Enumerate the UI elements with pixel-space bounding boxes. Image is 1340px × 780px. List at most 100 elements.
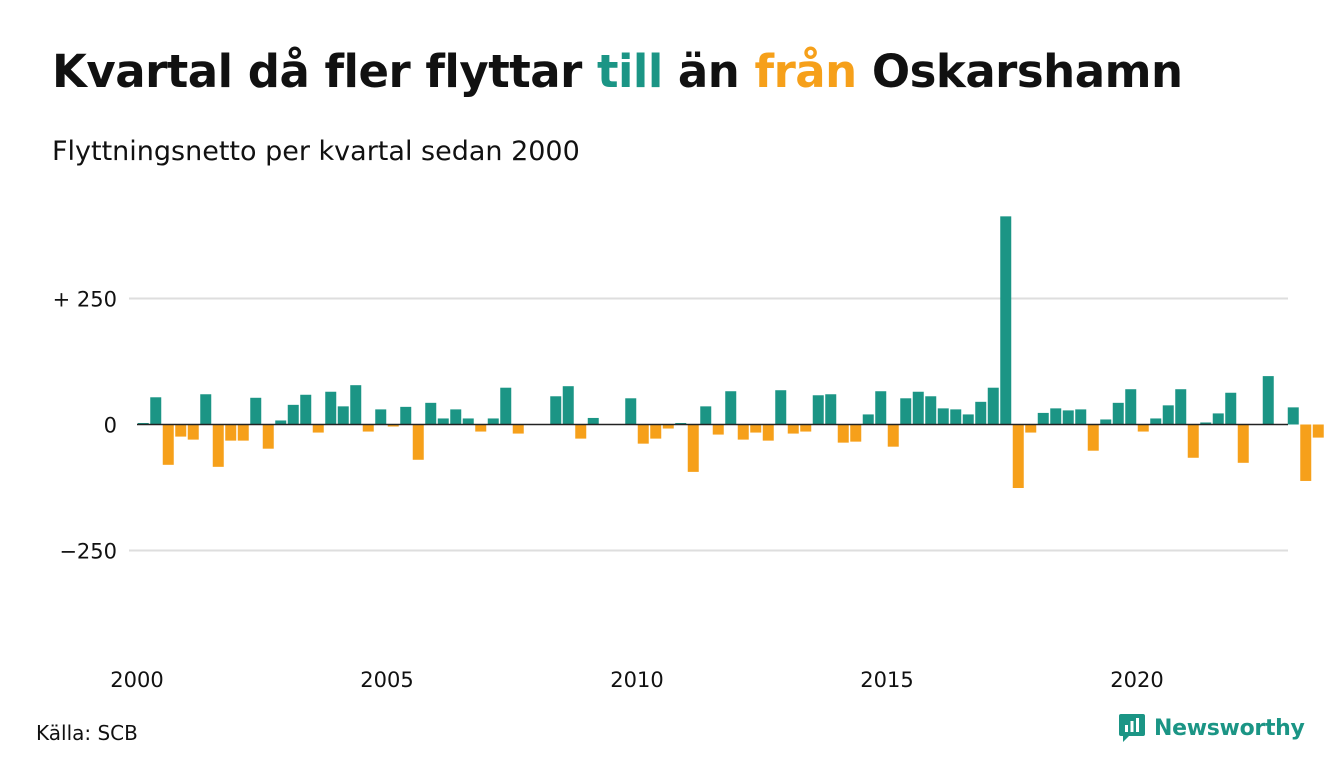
bar xyxy=(625,398,637,425)
bar xyxy=(375,409,387,425)
newsworthy-logo-icon xyxy=(1119,714,1145,742)
grid-lines xyxy=(129,297,1288,552)
bar xyxy=(775,390,787,425)
bar xyxy=(1025,424,1037,433)
bar xyxy=(1312,424,1324,438)
bar xyxy=(737,424,749,440)
axes: + 250 0 −250 2000 2005 2010 2015 2020 xyxy=(53,288,1288,692)
bar xyxy=(650,424,662,439)
bar xyxy=(200,394,212,425)
x-tick-label: 2015 xyxy=(860,668,913,692)
bar xyxy=(875,391,887,425)
bar xyxy=(325,391,337,425)
bar xyxy=(462,418,474,425)
bar xyxy=(1137,424,1149,432)
title-part-3: Oskarshamn xyxy=(856,45,1183,98)
y-tick-label: + 250 xyxy=(53,288,117,312)
bar xyxy=(500,387,512,425)
x-tick-label: 2020 xyxy=(1110,668,1163,692)
bar xyxy=(900,398,912,425)
bar xyxy=(837,424,849,443)
bar xyxy=(925,396,937,425)
bar xyxy=(475,424,487,432)
bar xyxy=(1050,408,1062,425)
bar xyxy=(312,424,324,433)
bar xyxy=(825,394,837,425)
bar xyxy=(1112,402,1124,425)
bar xyxy=(225,424,237,441)
bar xyxy=(1012,424,1024,489)
bar xyxy=(712,424,724,435)
bar xyxy=(237,424,249,441)
bar xyxy=(137,422,149,425)
bars xyxy=(137,216,1324,489)
bar xyxy=(1075,409,1087,425)
chart-title: Kvartal då fler flyttar till än från Osk… xyxy=(52,42,1183,102)
bar xyxy=(162,424,174,465)
bar xyxy=(1175,389,1187,425)
bar xyxy=(275,420,287,425)
bar xyxy=(437,418,449,425)
bar xyxy=(1037,412,1049,425)
bar xyxy=(1262,376,1274,425)
bar xyxy=(562,386,574,425)
chart-subtitle: Flyttningsnetto per kvartal sedan 2000 xyxy=(52,136,580,167)
source-note: Källa: SCB xyxy=(36,721,138,745)
bar xyxy=(150,397,162,425)
bar xyxy=(412,424,424,460)
bar xyxy=(187,424,199,440)
bar xyxy=(1300,424,1312,481)
bar xyxy=(250,397,262,425)
bar xyxy=(487,418,499,425)
bar xyxy=(300,394,312,425)
title-highlight-out: från xyxy=(754,45,858,98)
bar xyxy=(962,414,974,425)
bar xyxy=(887,424,899,447)
bar xyxy=(1150,418,1162,425)
title-part-2: än xyxy=(662,45,755,98)
bar xyxy=(337,406,349,425)
bar xyxy=(350,385,362,425)
x-tick-label: 2000 xyxy=(110,668,163,692)
bar xyxy=(975,401,987,425)
bar xyxy=(175,424,187,437)
bar xyxy=(512,424,524,434)
bar xyxy=(1212,413,1224,425)
bar xyxy=(800,424,812,432)
bar xyxy=(750,424,762,433)
y-tick-label: −250 xyxy=(59,540,117,564)
bar xyxy=(287,404,299,425)
bar xyxy=(262,424,274,449)
bar xyxy=(450,409,462,425)
bar xyxy=(700,406,712,425)
bar xyxy=(1237,424,1249,463)
bar xyxy=(387,424,399,427)
bar xyxy=(912,391,924,425)
bar xyxy=(550,396,562,425)
bar xyxy=(1200,422,1212,425)
bar xyxy=(787,424,799,434)
bar xyxy=(687,424,699,472)
bar xyxy=(675,422,687,425)
bar xyxy=(812,395,824,425)
x-tick-label: 2005 xyxy=(360,668,413,692)
bar xyxy=(937,408,949,425)
brand-logo: Newsworthy xyxy=(1118,712,1305,744)
bar xyxy=(212,424,224,467)
bar xyxy=(1287,407,1299,425)
y-tick-label: 0 xyxy=(104,414,117,438)
bar xyxy=(1062,410,1074,425)
bar xyxy=(1000,216,1012,425)
bar xyxy=(987,387,999,425)
x-tick-label: 2010 xyxy=(610,668,663,692)
bar xyxy=(950,409,962,425)
bar xyxy=(400,406,412,425)
bar xyxy=(1087,424,1099,451)
bar xyxy=(587,417,599,425)
bar xyxy=(362,424,374,432)
bar xyxy=(862,414,874,425)
bar xyxy=(1162,405,1174,425)
bar xyxy=(1225,392,1237,425)
bar xyxy=(725,391,737,425)
